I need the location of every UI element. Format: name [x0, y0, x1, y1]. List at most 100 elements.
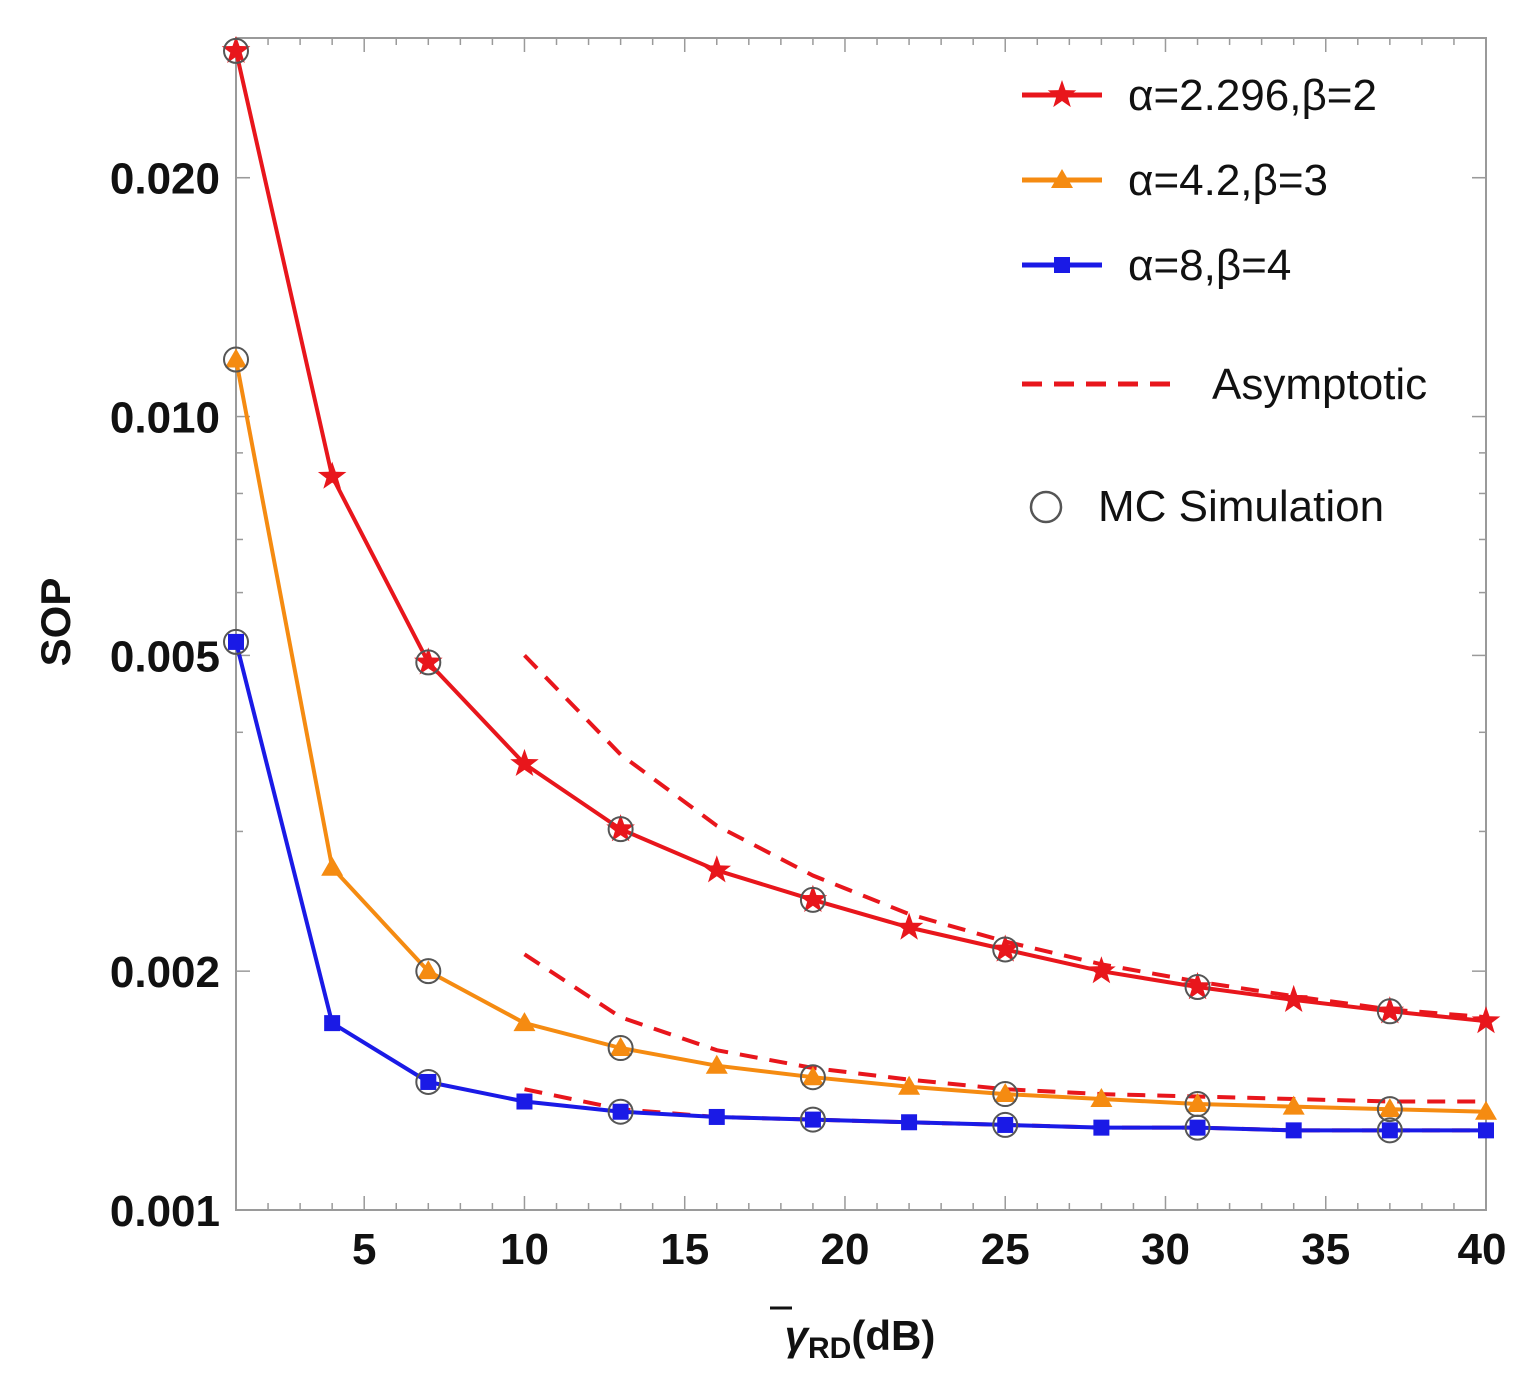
data-point [801, 1066, 824, 1086]
series-line [234, 50, 1487, 1024]
data-point [708, 1108, 725, 1125]
tick-labels: 5 10 15 20 25 30 35 40 0.001 0.002 0.005 0.010 0.020 [110, 155, 1507, 1274]
data-point [324, 1015, 341, 1032]
asymptotic-line [523, 654, 1487, 1020]
y-tick-label: 0.020 [110, 155, 220, 204]
data-point [414, 647, 443, 675]
data-point [894, 912, 924, 940]
data-point [898, 1075, 921, 1095]
data-point [510, 748, 539, 776]
series-line [234, 359, 1487, 1114]
x-tick-label: 25 [981, 1225, 1030, 1274]
asymptotic-curves [523, 654, 1487, 1133]
data-point [991, 934, 1020, 962]
data-point [705, 1054, 728, 1074]
data-point [225, 348, 247, 368]
legend-simulation-label: MC Simulation [1098, 482, 1384, 531]
simulation-point [223, 37, 249, 64]
data-point [901, 1114, 918, 1131]
legend-label: α=8,β=4 [1128, 241, 1291, 290]
simulation-point [415, 1068, 442, 1095]
data-point [1471, 1006, 1501, 1034]
x-axis-subscript: RD [808, 1332, 851, 1365]
simulation-point [799, 886, 826, 913]
asymptotic-line [523, 952, 1486, 1104]
simulation-point [223, 628, 249, 655]
data-point [1279, 984, 1308, 1012]
simulation-point [1184, 1114, 1211, 1141]
simulation-point [992, 1111, 1019, 1138]
data-point [1475, 1100, 1497, 1120]
simulation-point [1376, 1096, 1403, 1123]
data-point [1478, 1122, 1494, 1139]
x-axis-unit: (dB) [851, 1312, 935, 1359]
y-tick-label: 0.005 [110, 632, 220, 681]
data-point [1282, 1095, 1305, 1115]
y-tick-label: 0.010 [110, 394, 220, 443]
data-point [1378, 1098, 1401, 1118]
data-point [609, 1037, 632, 1057]
data-point [317, 461, 347, 489]
data-point [516, 1093, 533, 1110]
legend-swatch-marker [1051, 169, 1073, 188]
x-tick-label: 15 [660, 1225, 709, 1274]
legend-label: α=4.2,β=3 [1128, 156, 1328, 205]
data-point [702, 855, 731, 883]
legend-simulation-marker [1029, 490, 1063, 524]
x-tick-label: 35 [1301, 1225, 1350, 1274]
data-point [997, 1116, 1014, 1133]
data-point [612, 1103, 629, 1120]
x-axis-symbol: γ [785, 1312, 811, 1359]
y-axis-title: SOP [32, 578, 79, 667]
data-point [1093, 1119, 1110, 1136]
legend-swatch-marker [1047, 80, 1077, 108]
data-point [221, 35, 251, 63]
data-point [1189, 1119, 1206, 1136]
simulation-point [223, 346, 249, 373]
simulation-point [799, 1106, 826, 1133]
series-line [234, 641, 1486, 1133]
x-tick-label: 10 [500, 1225, 549, 1274]
y-tick-label: 0.001 [110, 1187, 220, 1236]
simulation-markers [223, 37, 1403, 1144]
simulation-point [992, 936, 1019, 963]
x-tick-label: 30 [1141, 1225, 1190, 1274]
data-point [1186, 1093, 1209, 1113]
x-axis-title: γRD(dB) [785, 1312, 936, 1365]
data-point [1183, 972, 1212, 1000]
plot-area [235, 37, 1487, 1211]
x-tick-label: 5 [352, 1225, 376, 1274]
legend-asymptotic-label: Asymptotic [1212, 360, 1427, 409]
data-point [420, 1073, 437, 1090]
data-point [798, 884, 828, 912]
data-point [321, 856, 344, 876]
data-point [513, 1012, 536, 1032]
data-point [417, 960, 440, 980]
legend-swatch-marker [1054, 257, 1070, 273]
legend: α=2.296,β=2 α=4.2,β=3 α=8,β=4 Asymptotic MC … [1022, 71, 1427, 531]
simulation-point [607, 1035, 634, 1062]
data-point [1090, 1088, 1113, 1108]
simulation-point [607, 816, 634, 843]
simulation-point [415, 958, 442, 985]
simulation-point [1376, 1117, 1403, 1144]
simulation-point [992, 1081, 1019, 1108]
data-point [994, 1083, 1017, 1103]
data-point [1375, 996, 1405, 1024]
y-tick-label: 0.002 [110, 948, 220, 997]
data-point [1285, 1122, 1302, 1139]
data-point [1087, 956, 1116, 984]
x-tick-label: 40 [1458, 1225, 1507, 1274]
simulation-point [415, 649, 442, 676]
axis-ticks [236, 37, 1487, 1211]
simulation-point [1376, 998, 1403, 1025]
simulation-point [607, 1098, 634, 1125]
data-point [804, 1111, 821, 1128]
data-point [1381, 1122, 1398, 1139]
simulation-point [1184, 974, 1211, 1001]
data-point [228, 633, 244, 650]
x-tick-label: 20 [820, 1225, 869, 1274]
simulation-point [799, 1064, 826, 1091]
plot-frame [235, 37, 1487, 1211]
